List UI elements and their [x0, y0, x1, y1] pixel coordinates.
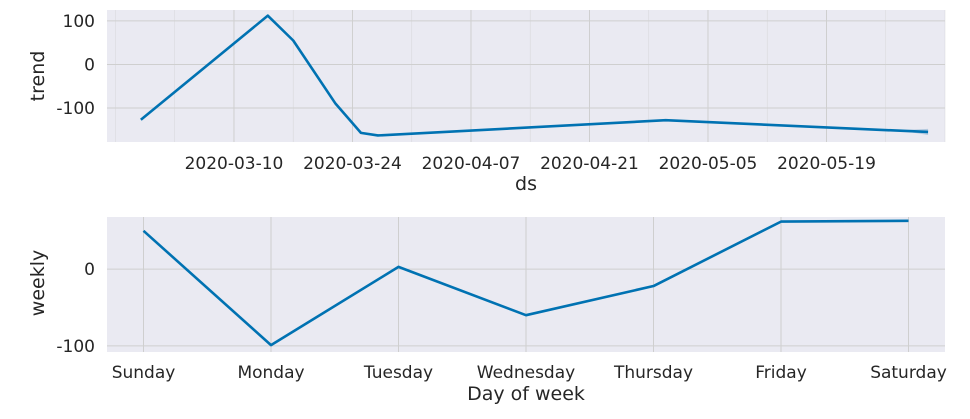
weekly-x-tick-label: Friday — [755, 363, 807, 383]
weekly-y-tick-label: -100 — [56, 337, 95, 357]
trend-subplot: 2020-03-10 2020-03-24 2020-04-07 2020-04-21… — [27, 10, 946, 195]
trend-x-tick-label: 2020-04-21 — [540, 154, 639, 174]
trend-x-tick-label: 2020-04-07 — [422, 154, 521, 174]
weekly-y-tick-label: 0 — [84, 260, 95, 280]
weekly-y-axis-title: weekly — [27, 250, 49, 316]
trend-y-tick-label: -100 — [56, 99, 95, 119]
weekly-subplot: Sunday Monday Tuesday Wednesday Thursday Frid… — [27, 217, 947, 405]
weekly-x-axis-title: Day of week — [467, 383, 585, 405]
trend-x-tick-label: 2020-03-24 — [303, 154, 402, 174]
trend-y-tick-labels: 100 0 -100 — [56, 12, 95, 119]
weekly-x-tick-label: Sunday — [112, 363, 176, 383]
weekly-x-tick-label: Wednesday — [477, 363, 575, 383]
trend-y-axis-title: trend — [27, 51, 49, 102]
weekly-x-tick-label: Thursday — [613, 363, 693, 383]
trend-y-tick-label: 100 — [63, 12, 95, 32]
weekly-gridlines — [107, 217, 945, 352]
weekly-x-tick-label: Saturday — [870, 363, 947, 383]
trend-x-tick-label: 2020-03-10 — [185, 154, 284, 174]
weekly-line-layer — [142, 219, 909, 347]
trend-y-tick-label: 0 — [84, 55, 95, 75]
trend-plot-area — [107, 10, 945, 142]
trend-x-tick-labels: 2020-03-10 2020-03-24 2020-04-07 2020-04-21… — [185, 154, 876, 174]
trend-x-axis-title: ds — [515, 173, 537, 195]
trend-line-layer — [140, 14, 929, 137]
trend-x-tick-label: 2020-05-05 — [659, 154, 758, 174]
trend-x-tick-label: 2020-05-19 — [777, 154, 876, 174]
trend-series-line — [140, 14, 929, 137]
weekly-series-line — [142, 219, 909, 347]
weekly-x-tick-label: Tuesday — [363, 363, 433, 383]
weekly-x-tick-label: Monday — [237, 363, 304, 383]
trend-gridlines — [107, 10, 946, 142]
weekly-x-tick-labels: Sunday Monday Tuesday Wednesday Thursday Frid… — [112, 363, 947, 383]
weekly-y-tick-labels: 0 -100 — [56, 260, 95, 357]
